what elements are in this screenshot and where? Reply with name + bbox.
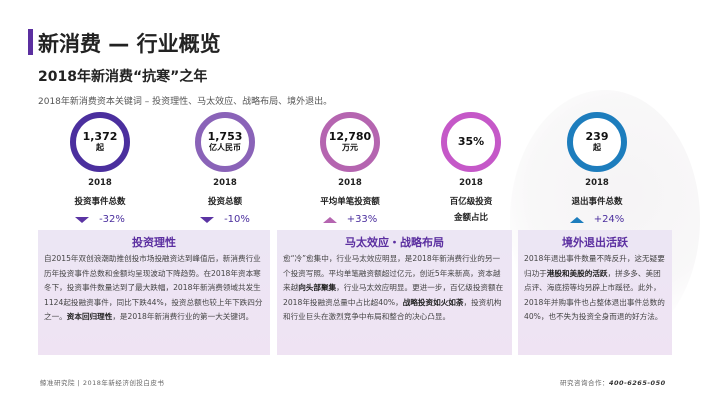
page-title: 新消费 — 行业概览 <box>38 32 221 56</box>
text-segment: ，行业马太效应明显。更进一步，百亿级投资额在2018年投融资总量中占比超40%， <box>283 283 504 307</box>
panel-overseas-exit: 境外退出活跃 2018年退出事件数量不降反升，这无疑要归功于港股和美股的活跃，拼多… <box>518 230 672 355</box>
metric-unit: 亿人民币 <box>209 143 241 152</box>
metric-label: 投资事件总数 <box>40 194 160 210</box>
metric-ring: 239 起 <box>567 112 627 172</box>
metric-label-line: 百亿级投资 <box>449 197 493 207</box>
metric-year: 2018 <box>88 178 112 188</box>
metric-change-value: +33% <box>346 214 378 225</box>
metric-change: -32% <box>40 214 160 225</box>
title-accent-bar <box>28 29 33 55</box>
metric-4: 239 起 2018 退出事件总数 +24% <box>537 112 657 225</box>
metric-value: 1,753 <box>207 130 243 143</box>
metric-ring: 1,372 起 <box>70 112 130 172</box>
metric-1: 1,753 亿人民币 2018 投资总额 -10% <box>165 112 285 225</box>
metric-change-value: +24% <box>593 214 625 225</box>
text-segment: 自2015年双创浪潮助推创投市场投融资达到峰值后，新消费行业历年投资事件总数和金… <box>44 254 263 321</box>
panel-investment-rational: 投资理性自2015年双创浪潮助推创投市场投融资达到峰值后，新消费行业历年投资事件… <box>38 230 270 355</box>
metric-year: 2018 <box>213 178 237 188</box>
keywords-line: 2018年新消费资本关键词 – 投资理性、马太效应、战略布局、境外退出。 <box>38 97 333 107</box>
metric-unit: 万元 <box>342 143 358 152</box>
metric-value: 35% <box>457 135 485 148</box>
metric-ring: 12,780 万元 <box>320 112 380 172</box>
highlight-text: 战略投资如火如荼 <box>402 297 464 307</box>
footer-contact: 研究咨询合作：400-6265-050 <box>560 377 666 387</box>
metric-ring: 1,753 亿人民币 <box>195 112 255 172</box>
triangle-up-icon <box>322 216 337 223</box>
metric-year: 2018 <box>338 178 362 188</box>
page-subtitle: 2018年新消费“抗寒”之年 <box>38 69 208 85</box>
metric-label-line: 退出事件总数 <box>571 197 623 207</box>
contact-phone: 400-6265-050 <box>609 379 666 387</box>
metric-label-line: 投资事件总数 <box>74 197 126 207</box>
metric-year: 2018 <box>459 178 483 188</box>
metric-label: 平均单笔投资额 <box>290 194 410 210</box>
metric-label: 百亿级投资 金额占比 <box>411 194 531 226</box>
metric-year: 2018 <box>585 178 609 188</box>
metric-value: 12,780 <box>328 130 372 143</box>
metric-change: +24% <box>537 214 657 225</box>
text-segment: ，是2018年新消费行业的第一大关键词。 <box>112 312 254 321</box>
panel-title: 投资理性 <box>132 236 176 249</box>
panel-title: 境外退出活跃 <box>562 236 628 249</box>
panel-text: 自2015年双创浪潮助推创投市场投融资达到峰值后，新消费行业历年投资事件总数和金… <box>44 252 264 325</box>
metric-label: 退出事件总数 <box>537 194 657 210</box>
footer-source: 鲸准研究院 | 2018年新经济创投白皮书 <box>40 379 165 387</box>
triangle-down-icon <box>200 216 215 223</box>
metric-unit: 起 <box>96 143 104 152</box>
metric-value: 1,372 <box>82 130 118 143</box>
metric-change-value: -10% <box>224 214 250 225</box>
metric-change-value: -32% <box>99 214 125 225</box>
metric-label-line: 金额占比 <box>453 213 488 223</box>
panel-text: 2018年退出事件数量不降反升，这无疑要归功于港股和美股的活跃，拼多多、美团点评… <box>524 252 666 325</box>
text-segment: 2018年退出事件数量不降反升，这无疑要归功于 <box>524 254 665 278</box>
panel-matthew-effect: 马太效应・战略布局愈“冷”愈集中，行业马太效应明显，是2018年新消费行业的另一… <box>277 230 512 355</box>
text-segment: ，拼多多、美团点评、海底捞等均另辟上市蹊径。此外，2018年并购事件也占整体退出… <box>524 268 665 322</box>
metric-unit: 起 <box>593 143 601 152</box>
metric-label: 投资总额 <box>165 194 285 210</box>
metric-0: 1,372 起 2018 投资事件总数 -32% <box>40 112 160 225</box>
metric-change: -10% <box>165 214 285 225</box>
highlight-text: 港股和美股的活跃 <box>546 268 608 278</box>
text-segment: ，投资机构和行业巨头在激烈竞争中布局和整合的决心凸显。 <box>283 297 502 322</box>
metric-ring: 35% <box>441 112 501 172</box>
metric-3: 35% 2018 百亿级投资金额占比 <box>411 112 531 226</box>
metric-label-line: 平均单笔投资额 <box>320 197 380 207</box>
contact-label: 研究咨询合作： <box>560 379 609 387</box>
panel-title: 马太效应・战略布局 <box>345 236 444 249</box>
metric-2: 12,780 万元 2018 平均单笔投资额 +33% <box>290 112 410 225</box>
highlight-text: 向头部聚集 <box>298 283 337 292</box>
triangle-down-icon <box>75 216 90 223</box>
metric-label-line: 投资总额 <box>207 197 242 207</box>
text-segment: 愈“冷”愈集中，行业马太效应明显，是2018年新消费行业的另一个投资写照。平均单… <box>283 254 501 292</box>
highlight-text: 资本回归理性 <box>66 312 113 321</box>
metric-change: +33% <box>290 214 410 225</box>
metric-value: 239 <box>585 130 609 143</box>
panel-text: 愈“冷”愈集中，行业马太效应明显，是2018年新消费行业的另一个投资写照。平均单… <box>283 252 506 325</box>
triangle-up-icon <box>569 216 584 223</box>
